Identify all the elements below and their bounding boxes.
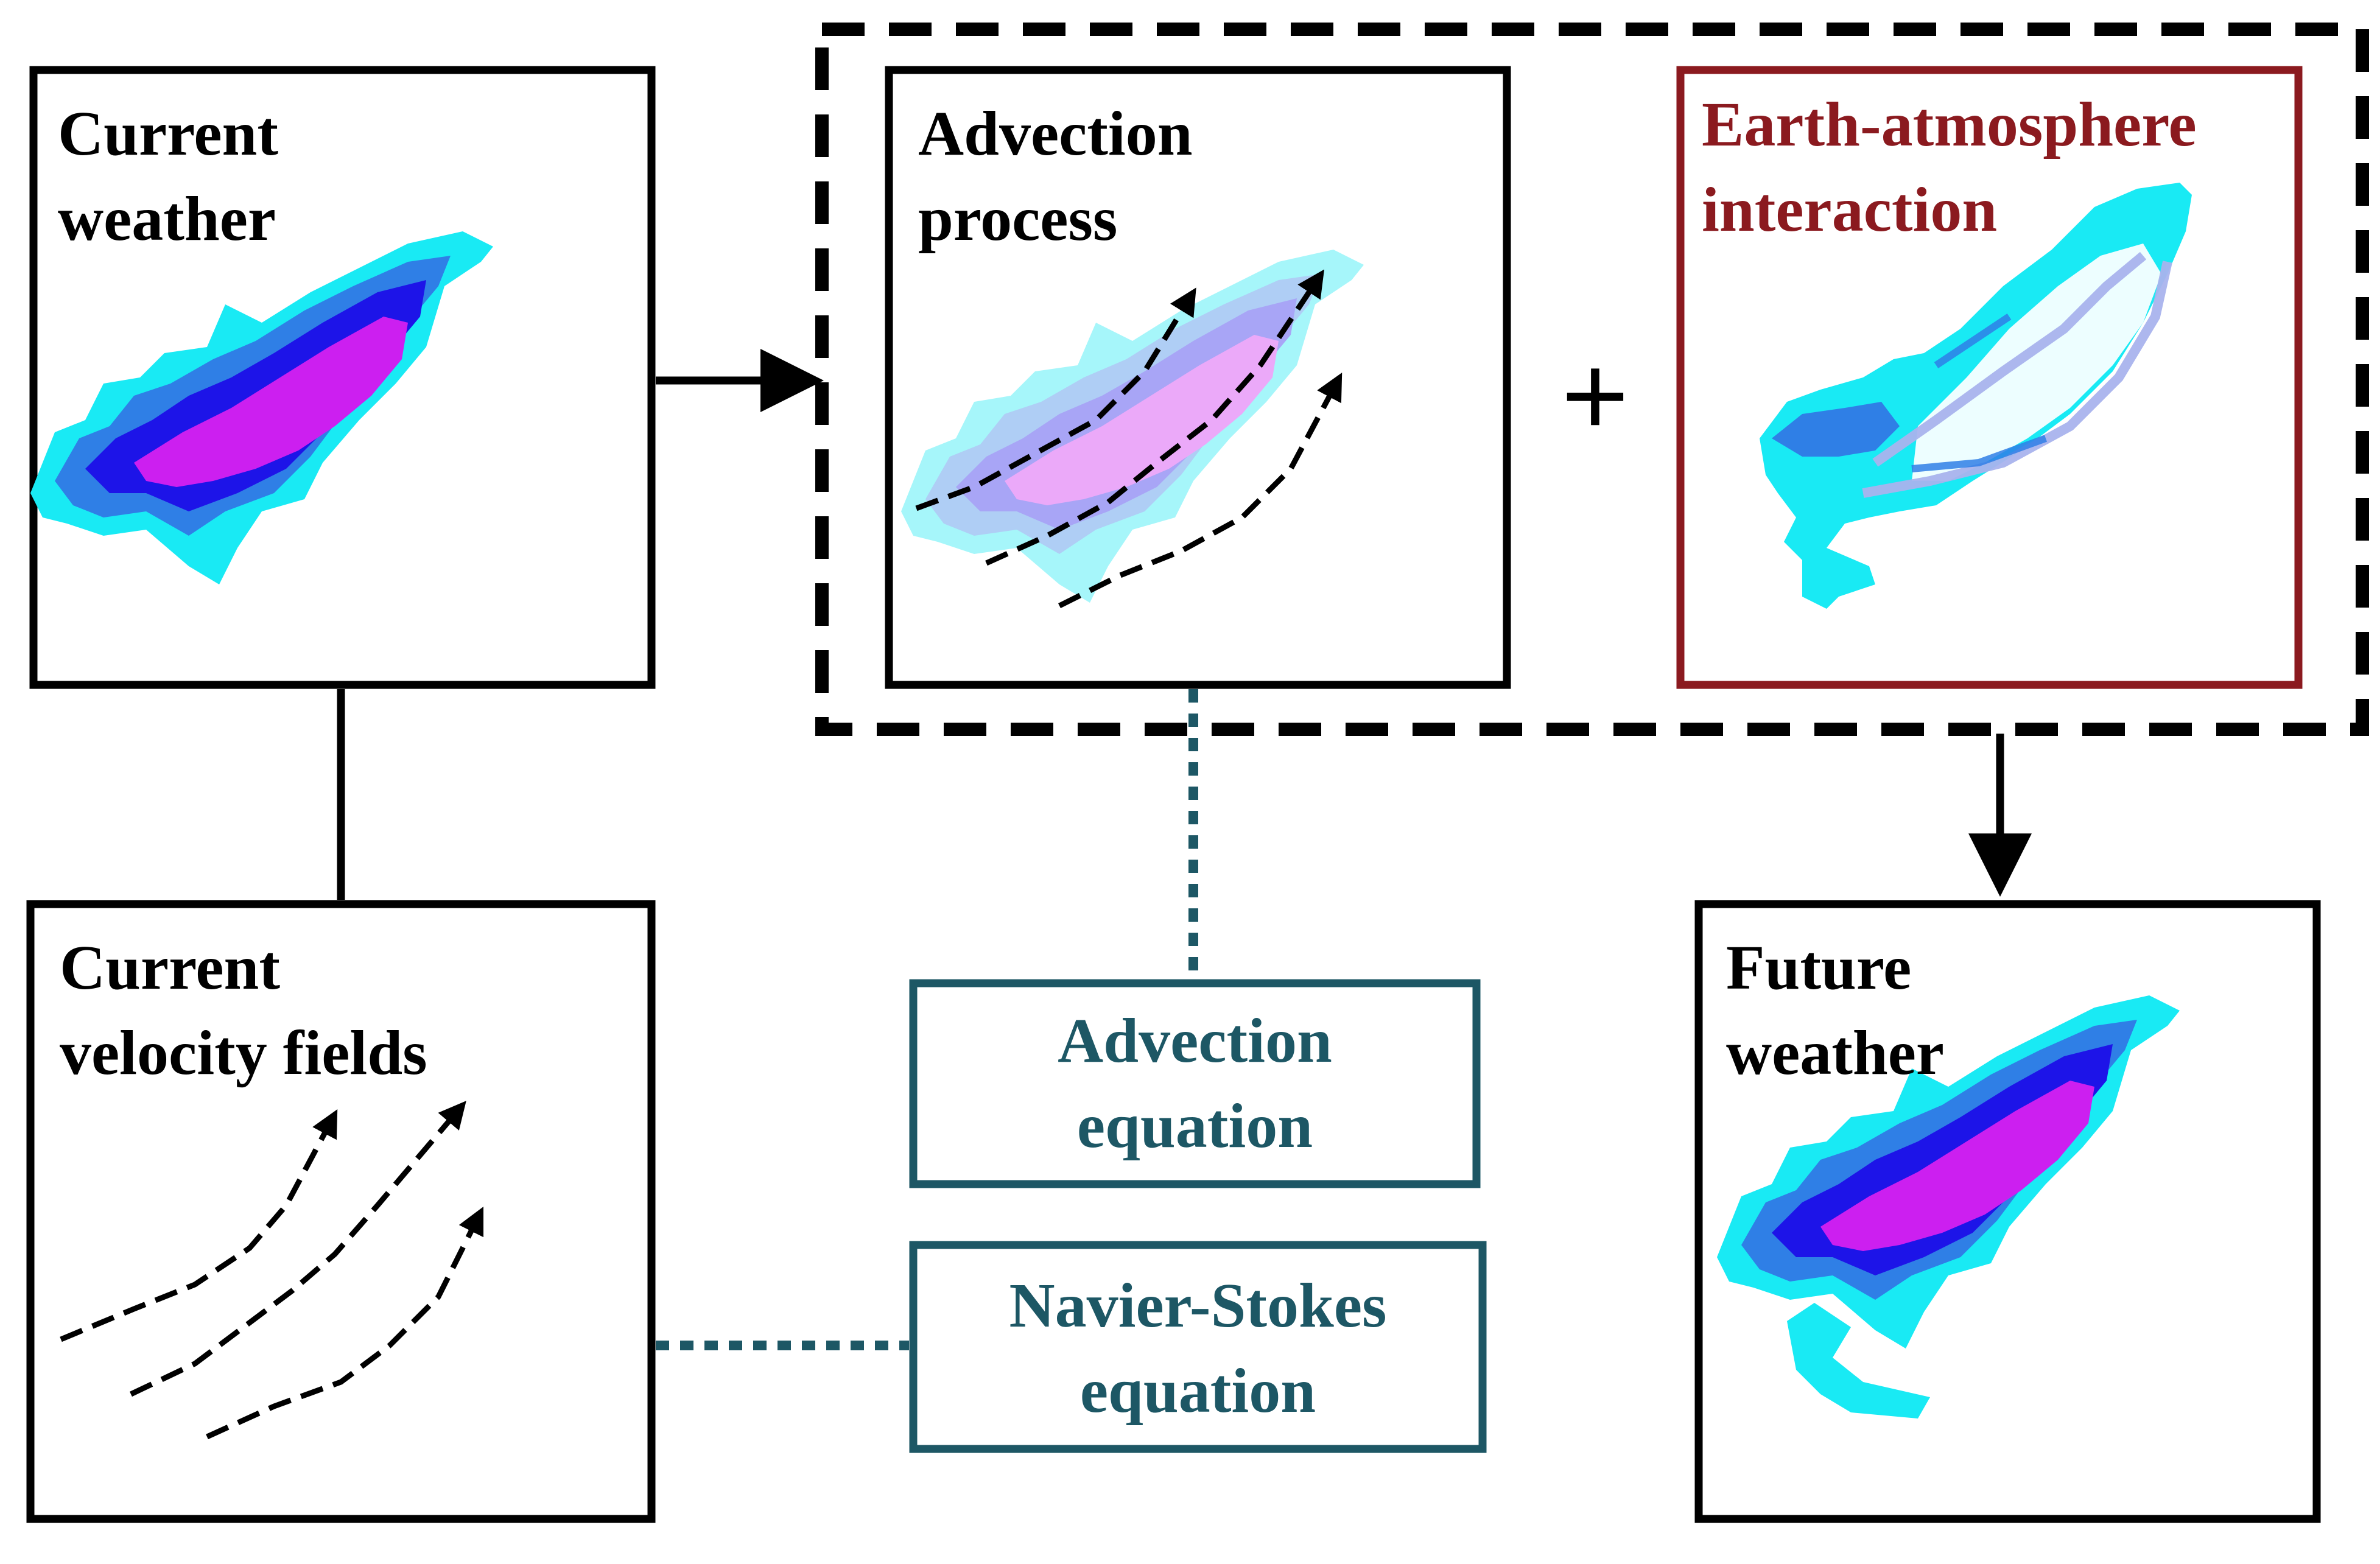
current-weather-title-line2: weather — [58, 184, 276, 254]
advection-process-title: Advection process — [918, 91, 1466, 262]
advection-process-title-line2: process — [918, 184, 1118, 254]
current-velocity-title: Current velocity fields — [60, 925, 638, 1096]
future-weather-title: Future weather — [1726, 925, 2274, 1096]
advection-equation-line1: Advection — [1058, 1006, 1332, 1076]
plus-operator: + — [1562, 331, 1629, 460]
velocity-field-arrows — [60, 1101, 484, 1440]
current-velocity-frame — [26, 900, 656, 1523]
future-weather-title-line2: weather — [1726, 1018, 1945, 1088]
navier-stokes-equation-label: Navier-Stokes equation — [917, 1263, 1479, 1434]
advection-flow-arrows — [915, 269, 1343, 609]
advection-equation-label: Advection equation — [917, 998, 1473, 1169]
navier-stokes-equation-frame — [909, 1241, 1487, 1453]
current-weather-title: Current weather — [58, 91, 606, 262]
earth-atmosphere-title: Earth-atmosphere interaction — [1702, 82, 2292, 253]
earth-atmosphere-title-line2: interaction — [1702, 175, 1998, 245]
advection-equation-frame — [909, 979, 1481, 1188]
advection-equation-line2: equation — [1076, 1091, 1313, 1161]
advection-process-title-line1: Advection — [918, 99, 1193, 169]
future-weather-tail — [1787, 1303, 1930, 1418]
advection-group-frame — [815, 23, 2369, 736]
future-weather-title-line1: Future — [1726, 933, 1912, 1003]
earth-atmosphere-title-line1: Earth-atmosphere — [1702, 89, 2197, 160]
earth-atmosphere-swirl — [1760, 183, 2192, 609]
current-velocity-title-line2: velocity fields — [60, 1018, 427, 1088]
current-velocity-title-line1: Current — [60, 933, 281, 1003]
navier-stokes-equation-line2: equation — [1079, 1356, 1316, 1426]
navier-stokes-equation-line1: Navier-Stokes — [1009, 1271, 1387, 1341]
current-weather-title-line1: Current — [58, 99, 279, 169]
